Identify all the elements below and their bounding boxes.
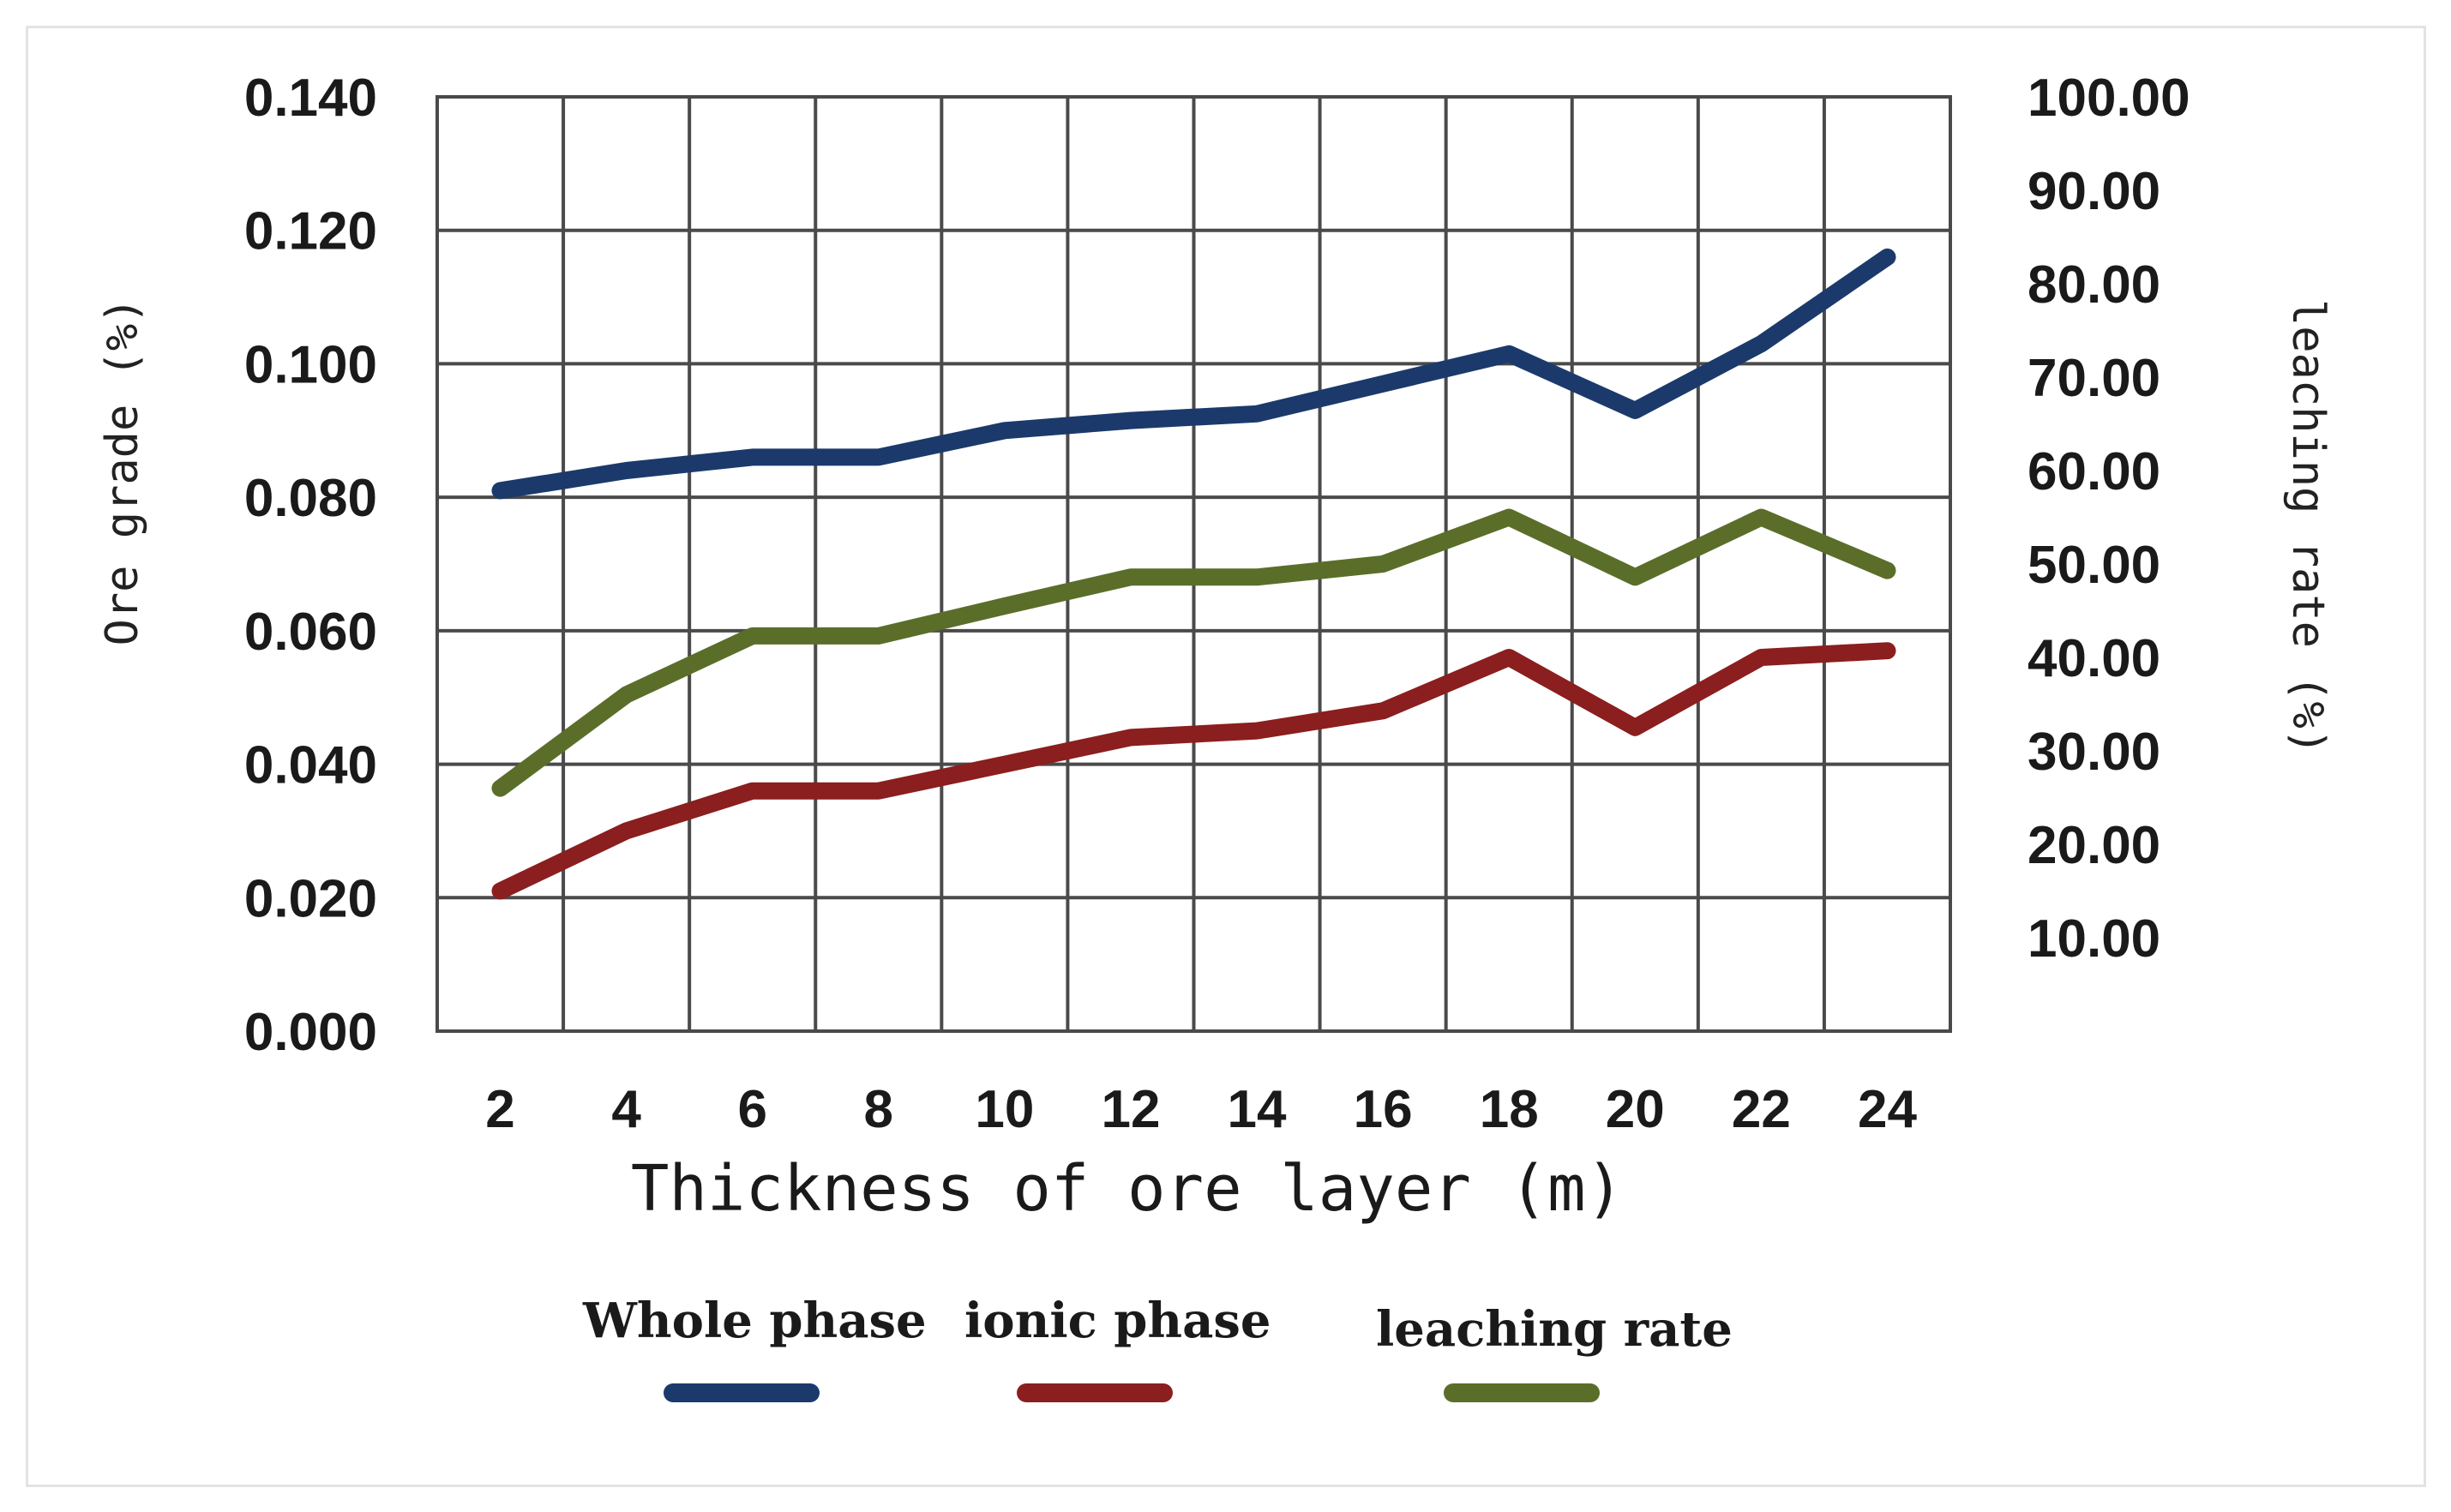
y-tick-label: 0.040 bbox=[244, 736, 377, 795]
y2-tick-label: 60.00 bbox=[2027, 442, 2160, 501]
y-tick-label: 0.080 bbox=[244, 469, 377, 528]
legend-label: ionic phase bbox=[964, 1293, 1271, 1349]
x-tick-label: 18 bbox=[1480, 1080, 1539, 1139]
y2-axis-title: leaching rate (%) bbox=[2282, 299, 2334, 755]
y2-tick-label: 80.00 bbox=[2027, 255, 2160, 315]
series-line-leaching-rate bbox=[491, 508, 1896, 797]
x-tick-label: 16 bbox=[1354, 1080, 1413, 1139]
y-tick-label: 0.000 bbox=[244, 1003, 377, 1062]
y2-tick-label: 50.00 bbox=[2027, 536, 2160, 595]
series-lines bbox=[491, 248, 1896, 900]
x-tick-label: 2 bbox=[485, 1080, 514, 1139]
y-tick-label: 0.100 bbox=[244, 335, 377, 394]
legend: Whole phase ionic phase leaching rate bbox=[582, 1293, 1733, 1402]
y-tick-label: 0.120 bbox=[244, 202, 377, 261]
x-tick-label: 14 bbox=[1228, 1080, 1287, 1139]
left-axis-ticks: 0.000 0.020 0.040 0.060 0.080 0.100 0.120 0.140 bbox=[244, 69, 377, 1062]
x-axis-ticks: 2 4 6 8 10 12 14 16 18 20 22 24 bbox=[485, 1080, 1917, 1139]
grid bbox=[436, 95, 1952, 1033]
x-tick-label: 4 bbox=[611, 1080, 641, 1139]
y2-tick-label: 10.00 bbox=[2027, 909, 2160, 969]
x-tick-label: 20 bbox=[1606, 1080, 1665, 1139]
series-line-whole-phase bbox=[491, 248, 1896, 500]
y2-tick-label: 20.00 bbox=[2027, 816, 2160, 875]
y-tick-label: 0.060 bbox=[244, 603, 377, 662]
x-tick-label: 10 bbox=[975, 1080, 1034, 1139]
x-tick-label: 6 bbox=[737, 1080, 766, 1139]
x-tick-label: 22 bbox=[1732, 1080, 1791, 1139]
x-tick-label: 8 bbox=[864, 1080, 893, 1139]
y2-tick-label: 70.00 bbox=[2027, 349, 2160, 408]
series-line-ionic-phase bbox=[491, 642, 1896, 900]
legend-label: leaching rate bbox=[1376, 1301, 1733, 1358]
y-axis-title: Ore grade (%) bbox=[97, 297, 148, 646]
y2-tick-label: 30.00 bbox=[2027, 723, 2160, 782]
chart-frame bbox=[26, 26, 2426, 1487]
x-tick-label: 24 bbox=[1858, 1080, 1917, 1139]
legend-label: Whole phase bbox=[582, 1293, 927, 1349]
y2-tick-label: 40.00 bbox=[2027, 629, 2160, 688]
x-tick-label: 12 bbox=[1101, 1080, 1160, 1139]
y-tick-label: 0.020 bbox=[244, 869, 377, 928]
y2-tick-label: 100.00 bbox=[2027, 69, 2190, 128]
x-axis-title: Thickness of ore layer (m) bbox=[631, 1152, 1624, 1226]
right-axis-ticks: 10.00 20.00 30.00 40.00 50.00 60.00 70.00 80.00… bbox=[2027, 69, 2190, 969]
y-tick-label: 0.140 bbox=[244, 69, 377, 128]
y2-tick-label: 90.00 bbox=[2027, 162, 2160, 221]
